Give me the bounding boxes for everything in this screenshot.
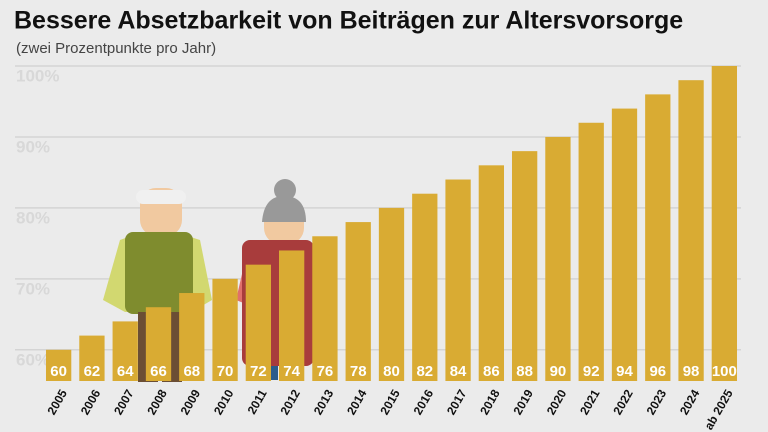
x-tick-label: 2010 [211, 387, 237, 417]
x-tick-label: 2013 [311, 387, 337, 417]
value-label: 96 [649, 363, 666, 380]
x-tick-label: 2012 [278, 387, 304, 417]
chart-title: Bessere Absetzbarkeit von Beiträgen zur … [14, 7, 683, 35]
x-tick-label: 2007 [111, 387, 137, 417]
x-tick-label: ab 2025 [702, 387, 736, 432]
y-tick-label: 60% [16, 350, 50, 369]
x-tick-label: 2023 [644, 387, 670, 417]
x-tick-label: 2022 [610, 387, 636, 417]
bar [312, 236, 338, 381]
value-label: 62 [84, 363, 101, 380]
bar [578, 122, 604, 381]
bar [478, 165, 505, 381]
bar [445, 179, 471, 381]
value-label: 86 [483, 363, 500, 380]
value-label: 60 [50, 363, 67, 380]
value-label: 78 [350, 363, 367, 380]
woman-leg [268, 366, 278, 380]
x-tick-label: 2021 [577, 387, 603, 417]
chart-subtitle: (zwei Prozentpunkte pro Jahr) [16, 40, 216, 57]
value-label: 68 [183, 363, 200, 380]
value-label: 80 [383, 363, 400, 380]
x-tick-label: 2005 [45, 387, 71, 417]
bar [611, 108, 638, 381]
value-label: 82 [416, 363, 433, 380]
value-label: 66 [150, 363, 167, 380]
bar [678, 80, 704, 382]
value-label: 100 [712, 363, 737, 380]
bar [45, 349, 72, 381]
x-tick-label: 2018 [477, 387, 503, 417]
value-label: 92 [583, 363, 600, 380]
woman-hair [262, 196, 306, 222]
value-label: 64 [117, 363, 134, 380]
x-tick-label: 2019 [511, 387, 537, 417]
value-label: 76 [317, 363, 334, 380]
value-label: 90 [550, 363, 567, 380]
x-tick-label: 2020 [544, 387, 570, 417]
bar [511, 151, 538, 381]
x-tick-label: 2006 [78, 387, 104, 417]
value-label: 98 [683, 363, 700, 380]
bar [245, 264, 272, 381]
value-label: 70 [217, 363, 234, 380]
x-tick-label: 2009 [178, 387, 204, 417]
y-tick-label: 100% [16, 66, 59, 85]
man-hair [136, 190, 186, 204]
bar [412, 193, 438, 381]
x-tick-label: 2008 [144, 387, 170, 417]
bar [79, 335, 105, 381]
value-label: 72 [250, 363, 267, 380]
value-label: 88 [516, 363, 533, 380]
x-tick-label: 2014 [344, 387, 370, 417]
bar [179, 293, 205, 381]
value-label: 84 [450, 363, 467, 380]
bar [645, 94, 671, 381]
bar [212, 278, 238, 381]
y-tick-label: 70% [16, 279, 50, 298]
bar [711, 66, 738, 381]
bars: 60 2005 62 2006 64 2007 66 2008 68 2009 70 2010 72 20… [45, 66, 738, 432]
y-tick-label: 80% [16, 208, 50, 227]
man-body [125, 232, 193, 314]
bar [345, 222, 371, 381]
x-tick-label: 2024 [677, 387, 703, 417]
bar [112, 321, 138, 381]
value-label: 74 [283, 363, 300, 380]
value-label: 94 [616, 363, 633, 380]
bar [378, 207, 405, 381]
bar [145, 307, 172, 381]
y-tick-label: 90% [16, 137, 50, 156]
x-tick-label: 2017 [444, 387, 470, 417]
x-tick-label: 2015 [377, 387, 403, 417]
x-tick-label: 2016 [411, 387, 437, 417]
bar [278, 250, 305, 381]
bar [545, 136, 571, 381]
x-tick-label: 2011 [245, 387, 270, 417]
woman-bun [274, 179, 296, 201]
